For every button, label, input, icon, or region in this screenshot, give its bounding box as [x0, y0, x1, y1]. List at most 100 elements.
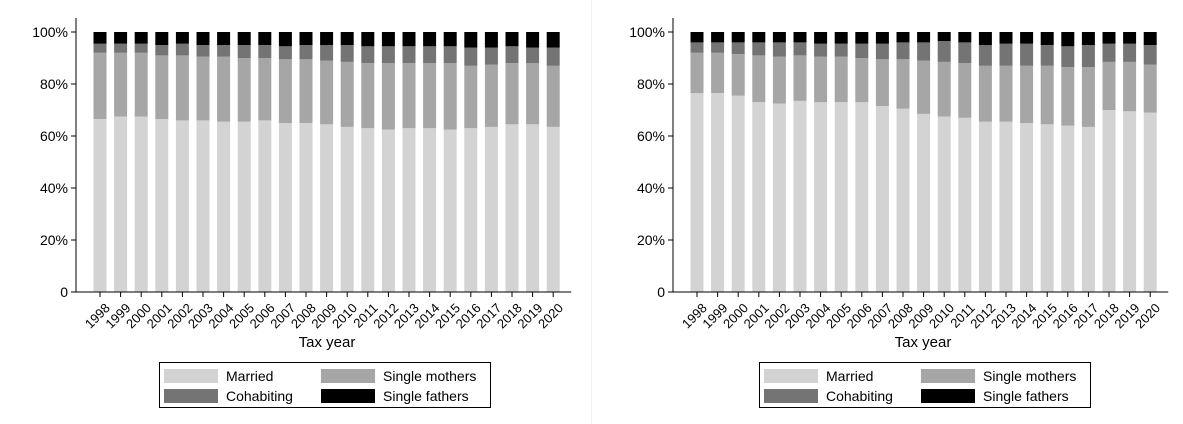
y-tick-label: 0	[657, 284, 665, 300]
bar-segment-single-fathers	[731, 32, 745, 43]
legend-swatch-cohabiting	[764, 389, 818, 403]
bar-segment-single-fathers	[896, 32, 910, 43]
legend-label-cohabiting: Cohabiting	[226, 388, 293, 404]
bar-segment-cohabiting	[1061, 46, 1075, 68]
bar-segment-single-mothers	[834, 56, 848, 103]
bar-segment-married	[196, 120, 210, 293]
bar-segment-cohabiting	[917, 42, 931, 61]
bar-segment-single-mothers	[875, 59, 889, 107]
bar-segment-married	[978, 121, 992, 292]
legend: Married Single mothers Cohabiting Single…	[159, 362, 491, 408]
bar-segment-cohabiting	[526, 47, 540, 64]
legend-label-single-mothers: Single mothers	[983, 368, 1077, 384]
legend-swatch-married	[164, 369, 218, 383]
bar-segment-single-mothers	[299, 59, 313, 123]
bar-segment-married	[834, 102, 848, 292]
bar-segment-single-mothers	[711, 52, 725, 94]
bar-segment-married	[361, 128, 375, 292]
bar-segment-married	[175, 120, 189, 293]
bar-segment-married	[258, 120, 272, 293]
bar-segment-single-fathers	[752, 32, 766, 43]
bar-segment-single-mothers	[278, 59, 292, 123]
bar-segment-single-fathers	[793, 32, 807, 43]
bar-segment-single-fathers	[690, 32, 704, 43]
legend-swatch-single-fathers	[921, 389, 975, 403]
bar-segment-single-mothers	[731, 54, 745, 96]
stacked-bar-chart-right: 020%40%60%80%100%19981999200020012002200…	[629, 18, 1169, 331]
bar-segment-cohabiting	[340, 45, 354, 62]
bar-segment-married	[958, 117, 972, 292]
legend-label-married: Married	[226, 368, 274, 384]
bar-segment-married	[772, 103, 786, 292]
bar-segment-married	[155, 119, 169, 292]
bar-segment-single-fathers	[546, 32, 560, 48]
bar-segment-cohabiting	[155, 45, 169, 56]
bar-segment-cohabiting	[793, 42, 807, 56]
bar-segment-cohabiting	[896, 42, 910, 60]
bar-segment-married	[690, 93, 704, 292]
bar-segment-single-mothers	[175, 55, 189, 121]
bar-segment-single-mothers	[772, 56, 786, 104]
bar-segment-single-fathers	[423, 32, 437, 47]
legend-swatch-single-mothers	[321, 369, 375, 383]
y-tick-label: 60%	[40, 128, 68, 144]
bar-segment-single-fathers	[1102, 32, 1116, 44]
legend-swatch-married	[764, 369, 818, 383]
bar-segment-married	[1081, 126, 1095, 293]
bar-segment-single-mothers	[258, 58, 272, 121]
bar-segment-cohabiting	[361, 46, 375, 64]
bar-segment-married	[114, 116, 128, 292]
y-tick-label: 20%	[40, 232, 68, 248]
bar-segment-single-mothers	[855, 58, 869, 103]
bar-segment-cohabiting	[834, 43, 848, 57]
bar-segment-single-mothers	[217, 56, 231, 122]
bar-segment-single-mothers	[464, 65, 478, 129]
y-tick-label: 0	[60, 284, 68, 300]
bar-segment-single-fathers	[361, 32, 375, 47]
bar-segment-single-fathers	[855, 32, 869, 44]
bar-segment-single-fathers	[381, 32, 395, 47]
bar-segment-married	[299, 123, 313, 292]
bar-segment-single-mothers	[1081, 67, 1095, 127]
y-tick-label: 60%	[637, 128, 665, 144]
bar-segment-single-fathers	[196, 32, 210, 45]
bar-segment-married	[340, 126, 354, 293]
bar-segment-cohabiting	[443, 46, 457, 64]
bar-segment-cohabiting	[175, 43, 189, 56]
bar-segment-cohabiting	[1040, 45, 1054, 66]
x-axis-title: Tax year	[298, 334, 356, 351]
bar-segment-cohabiting	[855, 43, 869, 58]
bar-segment-cohabiting	[402, 46, 416, 64]
bar-segment-single-fathers	[834, 32, 848, 44]
bar-segment-cohabiting	[875, 43, 889, 60]
bar-segment-married	[464, 128, 478, 292]
bar-segment-single-fathers	[1061, 32, 1075, 47]
bar-segment-single-fathers	[875, 32, 889, 44]
bar-segment-cohabiting	[1081, 45, 1095, 68]
bar-segment-cohabiting	[320, 45, 334, 61]
bar-segment-cohabiting	[381, 46, 395, 64]
bar-segment-married	[1123, 111, 1137, 292]
bar-segment-single-fathers	[217, 32, 231, 45]
bar-segment-single-fathers	[114, 32, 128, 44]
legend-swatch-single-fathers	[321, 389, 375, 403]
y-tick-label: 80%	[637, 76, 665, 92]
bar-segment-married	[917, 113, 931, 293]
x-tick-label: 2020	[1132, 300, 1163, 331]
bar-segment-married	[1143, 112, 1157, 292]
panel-divider	[591, 0, 592, 424]
bar-segment-single-mothers	[361, 63, 375, 129]
bar-segment-single-mothers	[917, 60, 931, 114]
bar-segment-single-fathers	[175, 32, 189, 44]
bar-segment-single-mothers	[93, 52, 107, 120]
bar-segment-cohabiting	[937, 41, 951, 62]
bar-segment-cohabiting	[1020, 43, 1034, 66]
bar-segment-single-mothers	[1040, 65, 1054, 125]
bar-segment-single-fathers	[237, 32, 251, 45]
bar-segment-single-fathers	[526, 32, 540, 48]
bar-segment-single-fathers	[978, 32, 992, 45]
bar-segment-single-mothers	[1102, 61, 1116, 110]
bar-segment-single-mothers	[320, 60, 334, 125]
bar-segment-married	[423, 128, 437, 292]
bar-segment-married	[814, 102, 828, 292]
